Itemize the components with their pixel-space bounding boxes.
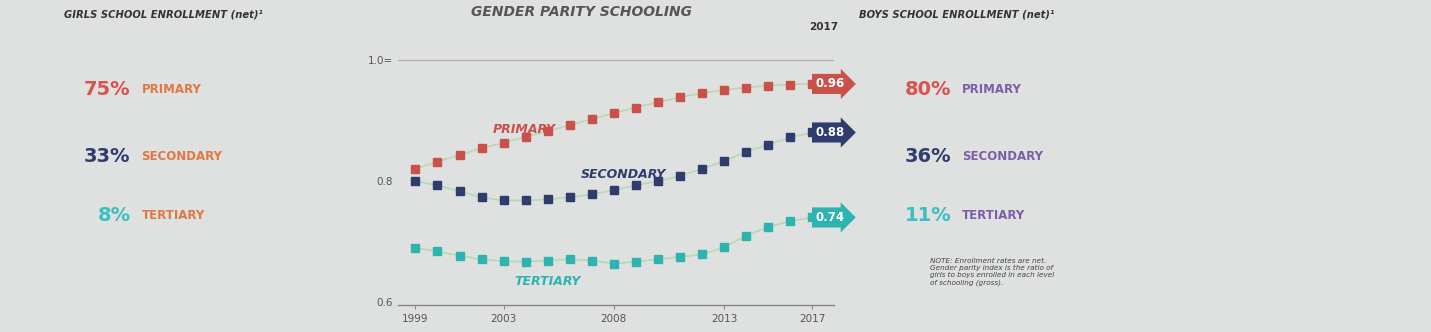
Text: SECONDARY: SECONDARY xyxy=(142,149,222,163)
Text: BOYS SCHOOL ENROLLMENT (net)¹: BOYS SCHOOL ENROLLMENT (net)¹ xyxy=(859,10,1055,20)
Text: SECONDARY: SECONDARY xyxy=(962,149,1043,163)
Text: PRIMARY: PRIMARY xyxy=(142,83,202,96)
Text: 33%: 33% xyxy=(84,146,130,166)
Text: 0.88: 0.88 xyxy=(816,126,844,139)
Text: TERTIARY: TERTIARY xyxy=(515,275,581,288)
Text: TERTIARY: TERTIARY xyxy=(962,209,1026,222)
Text: 75%: 75% xyxy=(84,80,130,99)
Text: 80%: 80% xyxy=(906,80,952,99)
Text: 0.96: 0.96 xyxy=(816,77,844,90)
Text: PRIMARY: PRIMARY xyxy=(492,123,555,135)
Text: 2017: 2017 xyxy=(809,22,837,32)
Text: 8%: 8% xyxy=(97,206,130,225)
Title: GENDER PARITY SCHOOLING: GENDER PARITY SCHOOLING xyxy=(471,5,691,19)
Text: 36%: 36% xyxy=(904,146,952,166)
Text: PRIMARY: PRIMARY xyxy=(962,83,1022,96)
Text: 11%: 11% xyxy=(904,206,952,225)
Text: NOTE: Enrollment rates are net.
Gender parity index is the ratio of
girls to boy: NOTE: Enrollment rates are net. Gender p… xyxy=(930,258,1055,286)
Text: 0.74: 0.74 xyxy=(816,211,844,224)
Text: SECONDARY: SECONDARY xyxy=(581,168,665,181)
Text: TERTIARY: TERTIARY xyxy=(142,209,205,222)
Text: GIRLS SCHOOL ENROLLMENT (net)¹: GIRLS SCHOOL ENROLLMENT (net)¹ xyxy=(64,10,262,20)
